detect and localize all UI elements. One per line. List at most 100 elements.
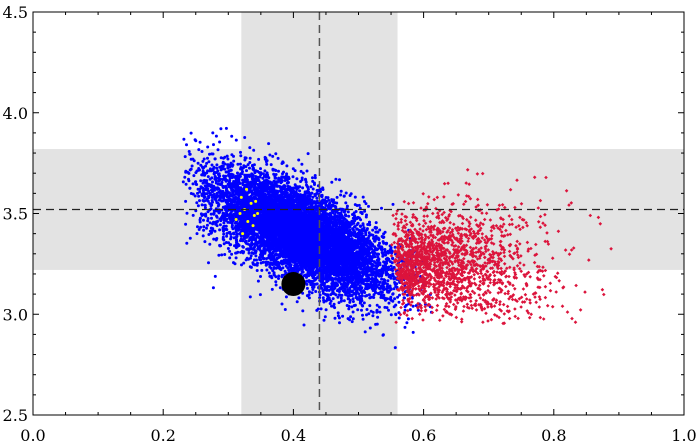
data-point xyxy=(374,322,378,326)
data-point xyxy=(248,295,252,299)
data-point xyxy=(359,267,363,271)
data-point xyxy=(206,145,210,149)
data-point xyxy=(277,274,281,278)
data-point xyxy=(345,204,349,208)
data-point xyxy=(244,239,248,243)
data-point xyxy=(268,153,272,157)
data-point xyxy=(248,166,251,170)
data-point xyxy=(351,310,355,314)
data-point xyxy=(307,290,311,294)
data-point xyxy=(241,245,245,249)
data-point xyxy=(265,268,269,272)
data-point xyxy=(234,251,238,255)
data-point xyxy=(310,291,314,295)
data-point xyxy=(338,178,341,182)
data-point xyxy=(211,152,215,156)
data-point xyxy=(260,268,264,272)
data-point xyxy=(214,134,218,138)
data-point xyxy=(403,325,407,329)
data-point xyxy=(386,279,390,283)
data-point xyxy=(210,176,214,180)
data-point xyxy=(347,214,351,218)
data-point xyxy=(222,242,226,246)
data-point xyxy=(376,315,380,319)
data-point xyxy=(268,187,272,191)
data-point xyxy=(245,169,248,173)
data-point xyxy=(201,181,205,185)
data-point xyxy=(352,211,356,215)
data-point xyxy=(228,249,232,253)
data-point xyxy=(295,177,299,181)
data-point xyxy=(311,179,315,183)
data-point xyxy=(305,183,308,187)
data-point xyxy=(405,321,409,325)
data-point xyxy=(333,316,337,320)
data-point xyxy=(365,228,369,232)
data-point xyxy=(344,201,348,205)
data-point xyxy=(341,314,345,318)
data-point xyxy=(225,228,229,232)
data-point xyxy=(359,218,363,222)
data-point xyxy=(283,269,287,273)
data-point xyxy=(211,180,214,184)
data-point xyxy=(226,220,230,224)
data-point xyxy=(228,256,232,260)
data-point xyxy=(183,175,187,179)
data-point xyxy=(285,181,289,185)
data-point xyxy=(280,302,284,306)
data-point xyxy=(243,158,247,162)
scatter-points xyxy=(181,126,613,350)
data-point xyxy=(199,179,203,183)
data-point xyxy=(344,191,348,195)
data-point xyxy=(336,311,340,315)
data-point xyxy=(297,158,301,162)
data-point xyxy=(216,148,220,152)
data-point xyxy=(335,195,339,199)
data-point xyxy=(365,308,369,311)
data-point xyxy=(202,218,205,222)
data-point xyxy=(226,157,230,161)
data-point xyxy=(236,171,239,175)
data-point xyxy=(361,317,365,321)
data-point xyxy=(363,330,367,334)
data-point xyxy=(248,265,252,269)
data-point xyxy=(393,245,397,249)
data-point xyxy=(331,200,335,204)
data-point xyxy=(188,186,192,190)
data-point xyxy=(194,182,198,186)
data-point xyxy=(226,247,230,250)
data-point xyxy=(299,169,303,173)
data-point xyxy=(202,225,206,229)
data-point xyxy=(301,309,305,313)
data-point xyxy=(214,199,218,202)
data-point xyxy=(314,290,318,293)
data-point xyxy=(368,296,372,300)
data-point xyxy=(248,156,252,160)
data-point xyxy=(319,307,323,311)
data-point xyxy=(408,308,412,312)
data-point xyxy=(285,164,289,168)
data-point xyxy=(230,252,234,256)
data-point xyxy=(368,220,371,224)
data-point xyxy=(380,235,384,238)
data-point xyxy=(225,234,229,238)
data-point xyxy=(210,216,213,220)
data-point xyxy=(387,308,390,312)
data-point xyxy=(184,199,188,203)
data-point xyxy=(207,233,211,236)
data-point xyxy=(219,156,223,160)
data-point xyxy=(333,306,337,310)
data-point xyxy=(274,280,278,284)
data-point xyxy=(347,304,351,308)
series-blue-points xyxy=(181,126,433,350)
data-point xyxy=(239,150,242,154)
data-point xyxy=(336,314,340,318)
data-point xyxy=(297,296,301,300)
data-point xyxy=(360,291,364,295)
data-point xyxy=(330,304,333,308)
data-point xyxy=(211,286,215,290)
data-point xyxy=(387,301,391,305)
data-point xyxy=(382,232,386,236)
data-point xyxy=(277,277,280,280)
